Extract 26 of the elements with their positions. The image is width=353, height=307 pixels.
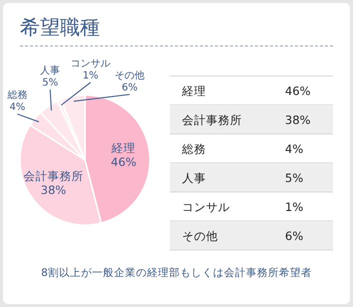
- data-label: 46%: [110, 155, 137, 170]
- slice-label: 総務: [6, 89, 28, 102]
- slice-label: 人事: [40, 64, 60, 76]
- text: 1%: [285, 200, 304, 214]
- slice-label: 会計事務所: [23, 168, 84, 183]
- text: 8割以上が一般企業の経理部もしくは会計事務所希望者: [41, 266, 312, 279]
- text: 4%: [285, 142, 304, 156]
- category-label: その他: [182, 229, 218, 243]
- slice-label: 経理: [110, 141, 136, 156]
- text: 38%: [285, 113, 311, 127]
- data-label: 1%: [82, 70, 98, 82]
- text: 46%: [285, 84, 311, 98]
- data-label: 6%: [122, 82, 138, 94]
- slice-label: その他: [114, 69, 145, 82]
- data-label: 38%: [40, 182, 66, 197]
- text: 6%: [285, 229, 304, 243]
- text: 5%: [285, 171, 304, 185]
- category-label: 会計事務所: [182, 113, 242, 127]
- chart-title: 希望職種: [20, 15, 100, 39]
- category-label: 総務: [182, 142, 206, 156]
- slice-label: 経理: [181, 84, 206, 98]
- category-label: コンサル: [182, 200, 230, 214]
- slice-label: コンサル: [70, 58, 111, 70]
- data-label: 4%: [9, 102, 26, 114]
- data-label: 5%: [42, 77, 58, 88]
- category-label: 人事: [182, 171, 206, 185]
